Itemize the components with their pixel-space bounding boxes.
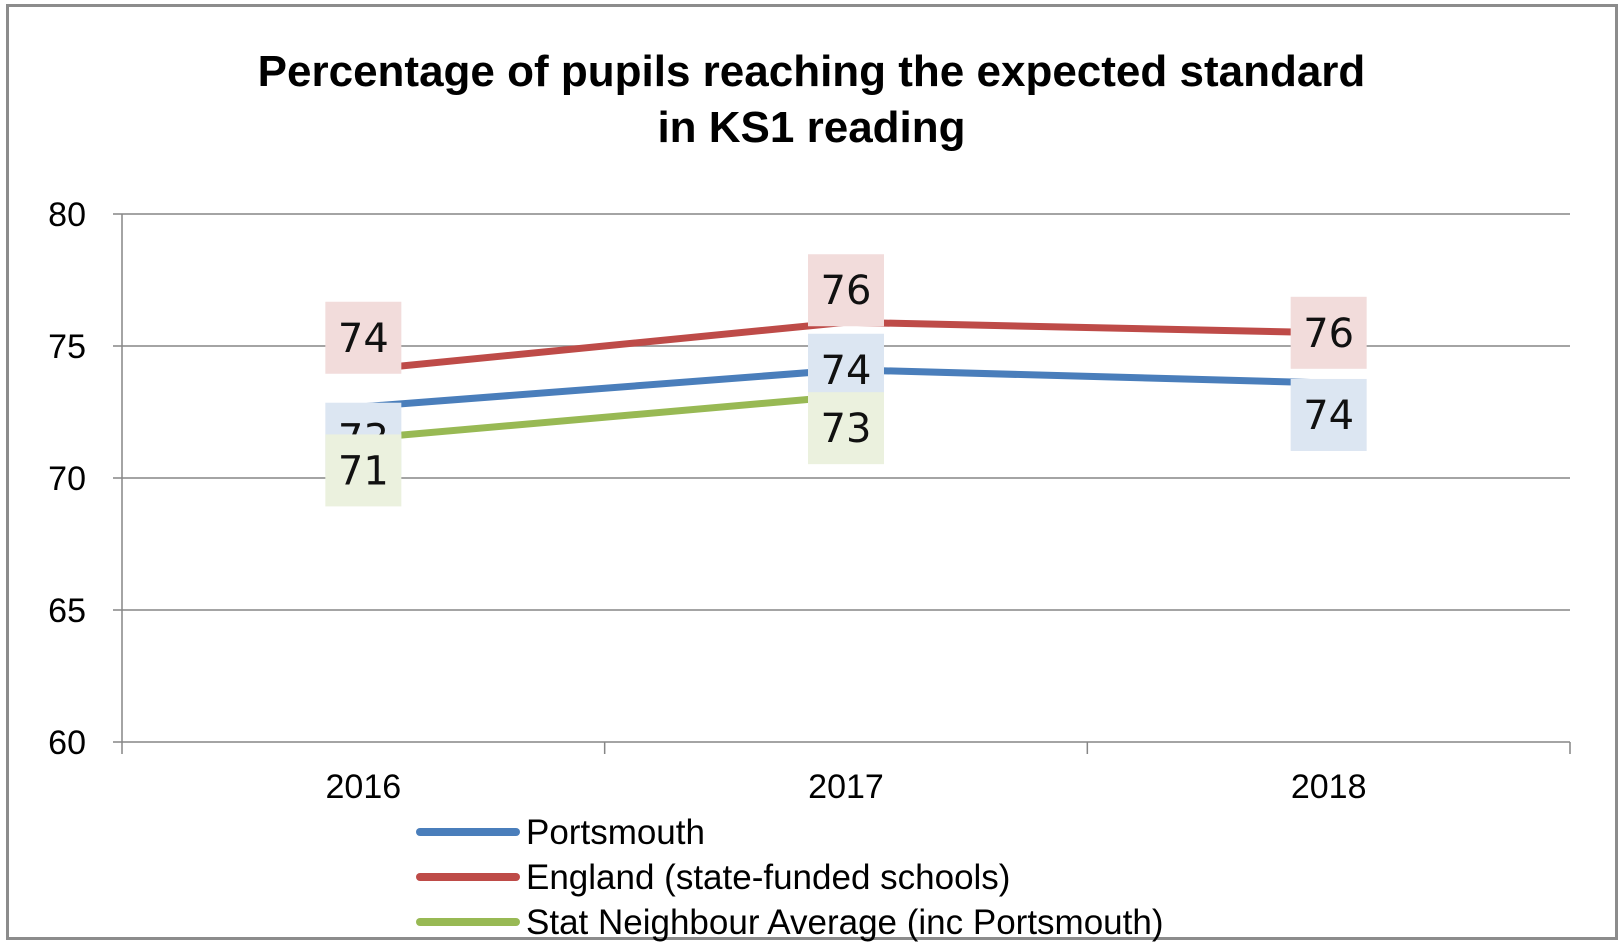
data-label-text: 73: [821, 406, 872, 452]
y-tick-label: 70: [48, 460, 86, 498]
chart-title-line-2: in KS1 reading: [657, 103, 966, 152]
legend-label: Stat Neighbour Average (inc Portsmouth): [526, 903, 1163, 942]
legend: Portsmouth England (state-funded schools)…: [416, 813, 1163, 942]
data-label-2-0: 71: [325, 434, 402, 507]
data-label-text: 74: [821, 348, 872, 394]
data-label-box: [1290, 378, 1367, 451]
data-label-box: [1290, 296, 1367, 369]
data-label-0-2: 74: [1290, 378, 1367, 451]
y-tick-label: 65: [48, 592, 86, 630]
data-label-1-2: 76: [1290, 296, 1367, 369]
data-label-text: 74: [1303, 393, 1354, 439]
data-label-text: 74: [338, 316, 389, 362]
data-label-box: [325, 434, 402, 507]
y-tick-label: 80: [48, 196, 86, 234]
x-tick-label-2017: 2017: [808, 768, 884, 806]
y-tick-label: 60: [48, 724, 86, 762]
legend-label: Portsmouth: [526, 813, 705, 852]
legend-item-2: Stat Neighbour Average (inc Portsmouth): [416, 903, 1163, 942]
chart-title-line-1: Percentage of pupils reaching the expect…: [257, 47, 1366, 96]
data-label-2-1: 73: [808, 392, 884, 465]
data-label-1-1: 76: [808, 254, 884, 327]
data-label-box: [808, 254, 884, 327]
series-line-2: [363, 392, 847, 442]
axes: 60 65 70 75 80 2016 2017 2018: [48, 196, 1571, 806]
data-label-text: 76: [821, 268, 872, 314]
y-tick-label: 75: [48, 328, 86, 366]
data-labels: 7374747476767173: [325, 254, 1367, 507]
legend-label: England (state-funded schools): [526, 858, 1010, 897]
data-label-box: [325, 301, 402, 374]
data-label-text: 71: [338, 448, 389, 494]
x-tick-label-2018: 2018: [1291, 768, 1367, 806]
chart-frame: [6, 4, 1618, 940]
x-tick-label-2016: 2016: [326, 768, 402, 806]
data-label-box: [808, 392, 884, 465]
legend-item-1: England (state-funded schools): [416, 858, 1010, 897]
chart-title: Percentage of pupils reaching the expect…: [0, 44, 1623, 156]
legend-item-0: Portsmouth: [416, 813, 705, 852]
data-label-text: 76: [1303, 311, 1354, 357]
data-label-1-0: 74: [325, 301, 402, 374]
